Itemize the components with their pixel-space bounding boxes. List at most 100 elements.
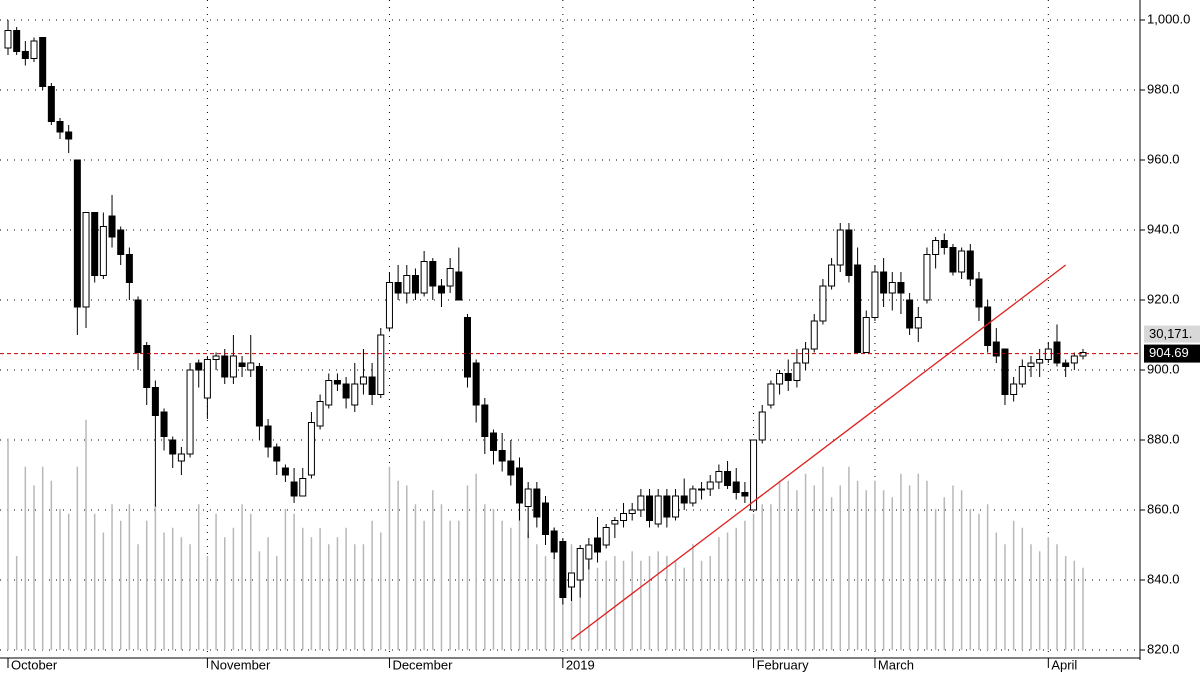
candle-body bbox=[559, 541, 567, 598]
candle-body bbox=[810, 320, 818, 350]
candle-body bbox=[585, 544, 593, 560]
candle-body bbox=[481, 404, 489, 437]
candle-body bbox=[975, 278, 983, 308]
candle-body bbox=[698, 488, 706, 491]
candle-body bbox=[30, 40, 38, 59]
candle-body bbox=[221, 355, 229, 378]
candle-body bbox=[333, 380, 341, 385]
candle-body bbox=[680, 495, 688, 504]
candle-body bbox=[1001, 348, 1009, 395]
candle-body bbox=[524, 488, 532, 507]
candle-body bbox=[420, 261, 428, 294]
candle-body bbox=[620, 513, 628, 521]
x-tick-label: February bbox=[757, 657, 810, 672]
candle-body bbox=[828, 264, 836, 287]
candle-body bbox=[160, 411, 168, 437]
y-tick-label: 900.0 bbox=[1147, 361, 1180, 376]
candle-body bbox=[611, 520, 619, 525]
candle-body bbox=[203, 359, 211, 399]
candle-body bbox=[47, 86, 55, 122]
candle-body bbox=[56, 121, 64, 133]
candle-body bbox=[654, 495, 662, 525]
y-tick-label: 920.0 bbox=[1147, 291, 1180, 306]
candle-body bbox=[195, 362, 203, 371]
candle-body bbox=[316, 401, 324, 427]
candle-body bbox=[125, 254, 133, 283]
candle-body bbox=[377, 334, 385, 395]
candle-body bbox=[802, 348, 810, 364]
candle-body bbox=[992, 341, 1000, 357]
candle-body bbox=[628, 509, 636, 514]
candle-body bbox=[1027, 362, 1035, 367]
candle-body bbox=[732, 481, 740, 493]
y-tick-label: 840.0 bbox=[1147, 571, 1180, 586]
y-tick-label: 880.0 bbox=[1147, 431, 1180, 446]
candle-body bbox=[914, 317, 922, 329]
candle-body bbox=[515, 467, 523, 504]
candle-body bbox=[862, 317, 870, 353]
candle-body bbox=[39, 37, 47, 87]
candle-body bbox=[776, 373, 784, 385]
candle-body bbox=[281, 467, 289, 476]
candle-body bbox=[663, 495, 671, 518]
y-tick-label: 960.0 bbox=[1147, 151, 1180, 166]
candle-body bbox=[880, 271, 888, 294]
candle-body bbox=[940, 240, 948, 248]
x-tick-label: October bbox=[11, 657, 58, 672]
candle-body bbox=[273, 446, 281, 462]
candle-body bbox=[186, 369, 194, 455]
candle-body bbox=[359, 376, 367, 385]
candle-body bbox=[871, 271, 879, 318]
candle-body bbox=[646, 495, 654, 521]
candle-body bbox=[437, 285, 445, 294]
candle-body bbox=[793, 362, 801, 381]
y-tick-label: 860.0 bbox=[1147, 501, 1180, 516]
candle-body bbox=[307, 422, 315, 476]
candle-body bbox=[1062, 362, 1070, 367]
candle-body bbox=[21, 51, 29, 59]
candle-body bbox=[906, 299, 914, 329]
candle-body bbox=[845, 229, 853, 276]
candle-body bbox=[1070, 355, 1078, 364]
candle-body bbox=[325, 380, 333, 406]
candle-body bbox=[966, 250, 974, 280]
candle-body bbox=[1053, 341, 1061, 364]
candle-body bbox=[923, 254, 931, 301]
candle-body bbox=[108, 215, 116, 238]
candle-body bbox=[637, 495, 645, 511]
candle-body bbox=[13, 30, 21, 52]
x-tick-label: April bbox=[1051, 657, 1077, 672]
candle-body bbox=[4, 30, 12, 49]
candle-body bbox=[65, 131, 73, 140]
candle-body bbox=[385, 282, 393, 329]
candle-body bbox=[117, 229, 125, 255]
candle-body bbox=[463, 317, 471, 378]
trendline bbox=[571, 264, 1067, 641]
candle-body bbox=[429, 261, 437, 287]
candle-body bbox=[706, 481, 714, 490]
candle-body bbox=[472, 362, 480, 406]
x-tick-label: March bbox=[878, 657, 914, 672]
candle-body bbox=[672, 495, 680, 518]
candle-body bbox=[1018, 366, 1026, 385]
candle-body bbox=[888, 282, 896, 294]
candle-body bbox=[143, 345, 151, 388]
candle-body bbox=[767, 383, 775, 406]
candle-body bbox=[1044, 348, 1052, 360]
candle-body bbox=[394, 282, 402, 294]
candle-body bbox=[1036, 359, 1044, 364]
candle-body bbox=[854, 264, 862, 353]
candle-body bbox=[750, 439, 758, 511]
candle-body bbox=[949, 247, 957, 273]
candle-body bbox=[550, 530, 558, 553]
y-tick-label: 980.0 bbox=[1147, 81, 1180, 96]
candle-body bbox=[542, 502, 549, 535]
candle-body bbox=[351, 383, 359, 406]
candle-body bbox=[229, 355, 237, 378]
candle-body bbox=[533, 488, 541, 518]
y-tick-label: 820.0 bbox=[1147, 641, 1180, 656]
x-tick-label: November bbox=[210, 657, 271, 672]
candle-body bbox=[1079, 352, 1087, 357]
